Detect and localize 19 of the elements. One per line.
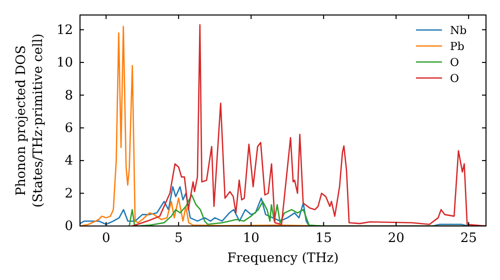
legend-label: Pb	[450, 40, 464, 53]
x-tick-label: 0	[102, 231, 110, 246]
x-tick-label: 5	[174, 231, 183, 246]
y-tick-label: 0	[64, 219, 73, 234]
y-tick-label: 10	[56, 56, 73, 71]
y-tick-label: 8	[64, 88, 73, 104]
legend-label: Nb	[450, 24, 467, 37]
x-tick-label: 25	[460, 231, 477, 246]
y-tick-label: 12	[56, 22, 73, 38]
legend-label: O	[450, 72, 460, 85]
x-tick-label: 15	[315, 231, 332, 246]
y-axis-title: Phonon projected DOS (States/THz·primitive cell)	[14, 33, 46, 208]
y-tick-label: 2	[64, 186, 73, 202]
x-axis-title: Frequency (THz)	[227, 251, 339, 266]
legend-label: O	[450, 56, 460, 69]
y-tick-label: 4	[64, 154, 73, 169]
x-tick-label: 10	[242, 231, 260, 246]
x-tick-label: 20	[388, 231, 404, 246]
y-tick-label: 6	[64, 121, 73, 136]
